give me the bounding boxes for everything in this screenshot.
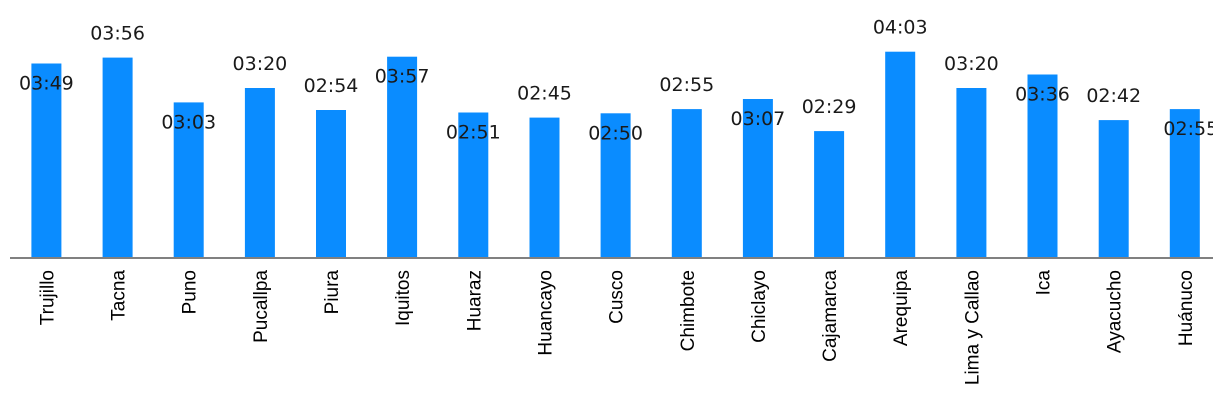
data-label: 02:42: [1086, 85, 1141, 107]
bar-arequipa: [885, 51, 916, 258]
data-labels-group: 03:49 03:56 03:03 03:20 02:54 03:57 02:51 02:45…: [19, 17, 1213, 145]
x-tick-label: Trujillo: [37, 270, 58, 325]
data-label: 03:20: [944, 53, 999, 75]
x-tick-label: Ayacucho: [1105, 270, 1126, 353]
data-label: 03:03: [161, 111, 216, 133]
x-tick-label: Iquitos: [393, 270, 414, 326]
data-label: 03:20: [233, 53, 288, 75]
x-tick-label: Lima y Callao: [962, 270, 983, 385]
x-tick-label: Ica: [1034, 270, 1055, 296]
bars-group: [31, 51, 1200, 258]
data-label: 03:49: [19, 73, 74, 95]
data-label: 03:57: [375, 66, 430, 88]
x-tick-label: Arequipa: [891, 270, 912, 346]
data-label: 02:55: [659, 74, 714, 96]
x-tick-label: Piura: [322, 270, 343, 315]
bar-huancayo: [529, 117, 560, 257]
bar-huánuco: [1169, 109, 1200, 257]
bar-piura: [316, 110, 346, 257]
data-label: 02:29: [802, 96, 857, 118]
bar-iquitos: [387, 56, 418, 258]
data-label: 04:03: [873, 17, 928, 39]
bar-chiclayo: [742, 99, 773, 257]
data-label: 02:50: [588, 122, 643, 144]
bar-cusco: [600, 113, 631, 257]
x-tick-label: Chimbote: [678, 270, 699, 351]
x-tick-label: Tacna: [109, 270, 130, 321]
x-tick-label: Huaraz: [464, 270, 485, 331]
x-tick-label: Huánuco: [1176, 270, 1197, 346]
bar-puno: [173, 102, 204, 258]
data-label: 02:45: [517, 83, 572, 105]
bar-huaraz: [458, 112, 489, 257]
bar-pucallpa: [244, 88, 275, 257]
data-label: 03:07: [731, 108, 786, 130]
x-tick-label: Huancayo: [536, 270, 557, 356]
bar-lima-y-callao: [956, 88, 987, 257]
data-label: 03:56: [90, 23, 145, 45]
x-tick-label: Cajamarca: [820, 270, 841, 362]
bar-chimbote: [671, 109, 702, 257]
bar-cajamarca: [814, 131, 845, 257]
data-label: 03:36: [1015, 84, 1070, 106]
data-label: 02:55: [1163, 118, 1213, 140]
bar-ica: [1027, 74, 1058, 257]
data-label: 02:51: [446, 122, 501, 144]
x-tick-label: Cusco: [607, 270, 628, 324]
bar-tacna: [102, 57, 133, 257]
x-tick-label: Puno: [180, 270, 201, 314]
x-tick-labels-group: Trujillo Tacna Puno Pucallpa Piura Iquitos Hua…: [37, 270, 1196, 386]
bar-ayacucho: [1098, 120, 1129, 257]
bar-trujillo: [31, 63, 62, 257]
x-tick-label: Pucallpa: [251, 270, 272, 343]
data-label: 02:54: [304, 75, 359, 97]
x-tick-label: Chiclayo: [749, 270, 770, 343]
